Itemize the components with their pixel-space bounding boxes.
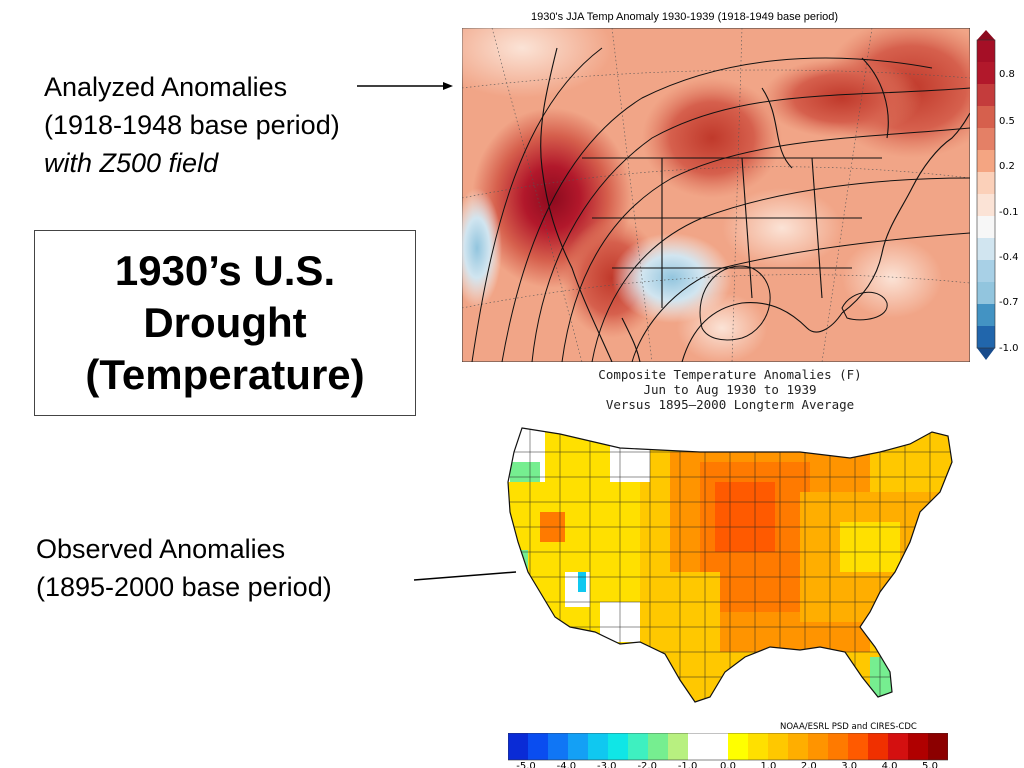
cb-tick-5: -0.7 [999,297,1019,308]
colorbar-swatch [608,733,629,760]
analyzed-colorbar: 0.8 0.5 0.2 -0.1 -0.4 -0.7 -1.0 [976,30,1019,360]
colorbar-swatch [848,733,869,760]
colorbar-label: -5.0 [516,761,536,768]
colorbar-label: -1.0 [678,761,698,768]
colorbar-swatch [588,733,609,760]
cb-tick-2: 0.2 [999,161,1015,172]
colorbar-swatch [808,733,829,760]
colorbar-swatch [908,733,929,760]
credit-text: NOAA/ESRL PSD and CIRES-CDC [780,722,917,732]
cb-tick-3: -0.1 [999,207,1019,218]
analyzed-arrow [357,82,453,90]
colorbar-label: -4.0 [557,761,577,768]
analyzed-label: Analyzed Anomalies (1918-1948 base perio… [44,68,340,182]
colorbar-swatch [548,733,569,760]
observed-label-line1: Observed Anomalies [36,534,286,564]
cb-tick-4: -0.4 [999,252,1019,263]
climate-divisions [508,428,952,702]
colorbar-label: 4.0 [882,761,898,768]
colorbar-swatch [668,733,689,760]
analyzed-label-line1: Analyzed Anomalies [44,72,288,102]
bottom-title-line2: Jun to Aug 1930 to 1939 [643,382,817,397]
bottom-title-line1: Composite Temperature Anomalies (F) [598,367,862,382]
colorbar-swatch [708,733,729,760]
observed-colorbar: -5.0 -4.0 -3.0 -2.0 -1.0 0.0 1.0 2.0 3.0 4.0 5.0 [508,733,948,768]
coastlines [540,47,970,362]
colorbar-label: 3.0 [841,761,857,768]
observed-label: Observed Anomalies (1895-2000 base perio… [36,530,332,606]
colorbar-swatch [508,733,529,760]
cb-tick-6: -1.0 [999,343,1019,354]
top-map-title: 1930's JJA Temp Anomaly 1930-1939 (1918-… [531,11,839,23]
bottom-map-title: Composite Temperature Anomalies (F) Jun … [560,367,900,412]
colorbar-swatch [748,733,769,760]
colorbar-swatch [888,733,909,760]
title-box: 1930’s U.S. Drought (Temperature) [34,230,416,416]
colorbar-swatch [928,733,948,760]
analyzed-label-line3: with Z500 field [44,148,219,178]
title-line1: 1930’s U.S. [114,247,336,294]
colorbar-swatch [528,733,549,760]
colorbar-swatch [688,733,709,760]
colorbar-label: 2.0 [801,761,817,768]
cb-tick-1: 0.5 [999,116,1015,127]
colorbar-swatch [728,733,749,760]
colorbar-label: 0.0 [720,761,736,768]
colorbar-swatch [788,733,809,760]
observed-anomaly-map [507,427,953,703]
colorbar-swatch [768,733,789,760]
cb-tick-0: 0.8 [999,69,1015,80]
title-line2: Drought [143,299,307,346]
title-line3: (Temperature) [85,351,365,398]
observed-arrow [413,571,517,581]
colorbar-label: 1.0 [760,761,776,768]
colorbar-label: 5.0 [922,761,938,768]
colorbar-swatch [648,733,669,760]
analyzed-anomaly-map [462,28,970,362]
us-outline [507,427,953,703]
analyzed-label-line2: (1918-1948 base period) [44,110,340,140]
observed-colorbar-swatches [508,733,948,760]
colorbar-label: -2.0 [637,761,657,768]
bottom-title-line3: Versus 1895—2000 Longterm Average [605,397,855,412]
colorbar-swatch [568,733,589,760]
colorbar-label: -3.0 [597,761,617,768]
colorbar-swatch [828,733,849,760]
observed-label-line2: (1895-2000 base period) [36,572,332,602]
observed-colorbar-labels: -5.0 -4.0 -3.0 -2.0 -1.0 0.0 1.0 2.0 3.0 4.0 5.0 [516,761,938,768]
colorbar-swatch [868,733,889,760]
colorbar-swatch [628,733,649,760]
